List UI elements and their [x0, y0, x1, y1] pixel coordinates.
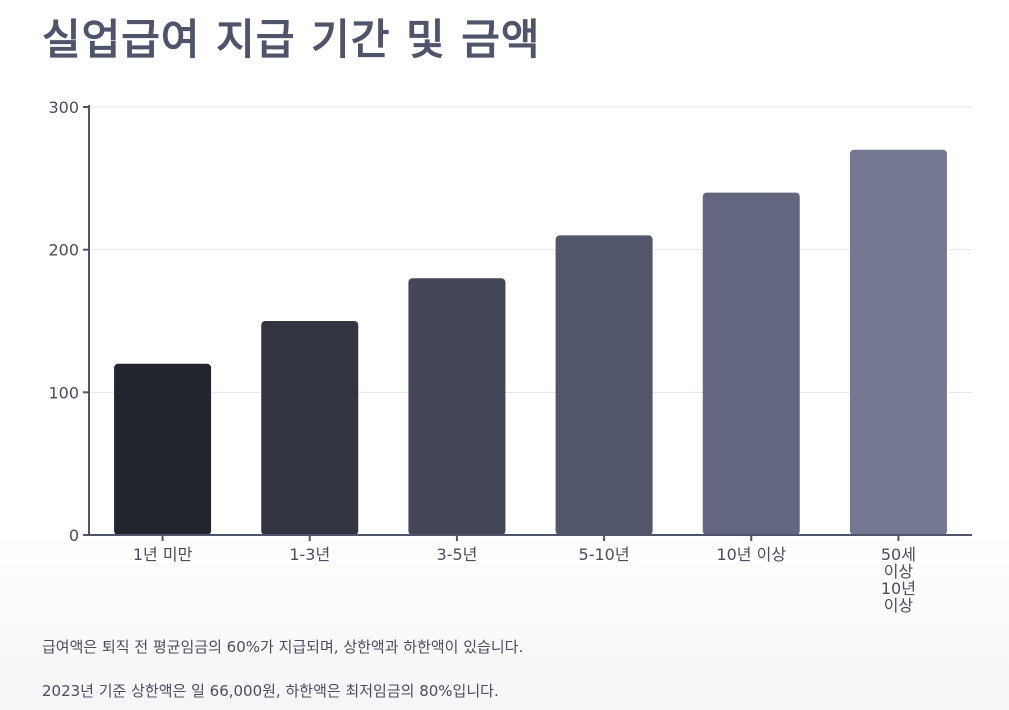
x-tick-label: 이상 [884, 562, 914, 581]
chart-title: 실업급여 지급 기간 및 금액 [42, 15, 541, 64]
y-tick-label: 100 [48, 383, 79, 402]
y-tick-labels: 0 100 200 300 [48, 98, 79, 545]
y-tick-label: 200 [48, 241, 79, 260]
bar [261, 321, 359, 535]
y-tick-label: 0 [69, 526, 79, 545]
bar [408, 278, 506, 535]
x-tick-label: 10년 [881, 579, 916, 598]
bar [849, 149, 947, 536]
grid-lines [89, 106, 972, 393]
bars [114, 149, 947, 536]
x-tick-label: 5-10년 [579, 545, 630, 564]
x-tick-label: 10년 이상 [716, 545, 786, 564]
axes [83, 105, 972, 541]
x-tick-label: 1-3년 [289, 545, 330, 564]
note-pay-rate: 급여액은 퇴직 전 평균임금의 60%가 지급되며, 상한액과 하한액이 있습니… [42, 638, 524, 656]
note-limits: 2023년 기준 상한액은 일 66,000원, 하한액은 최저임금의 80%입… [42, 682, 499, 700]
x-tick-label: 1년 미만 [133, 545, 193, 564]
y-tick-label: 300 [48, 98, 79, 117]
bar [114, 363, 212, 535]
x-tick-label: 3-5년 [436, 545, 477, 564]
bar [702, 192, 800, 535]
x-tick-label: 50세 [881, 545, 916, 564]
bar [555, 235, 653, 535]
x-tick-label: 이상 [884, 596, 914, 615]
